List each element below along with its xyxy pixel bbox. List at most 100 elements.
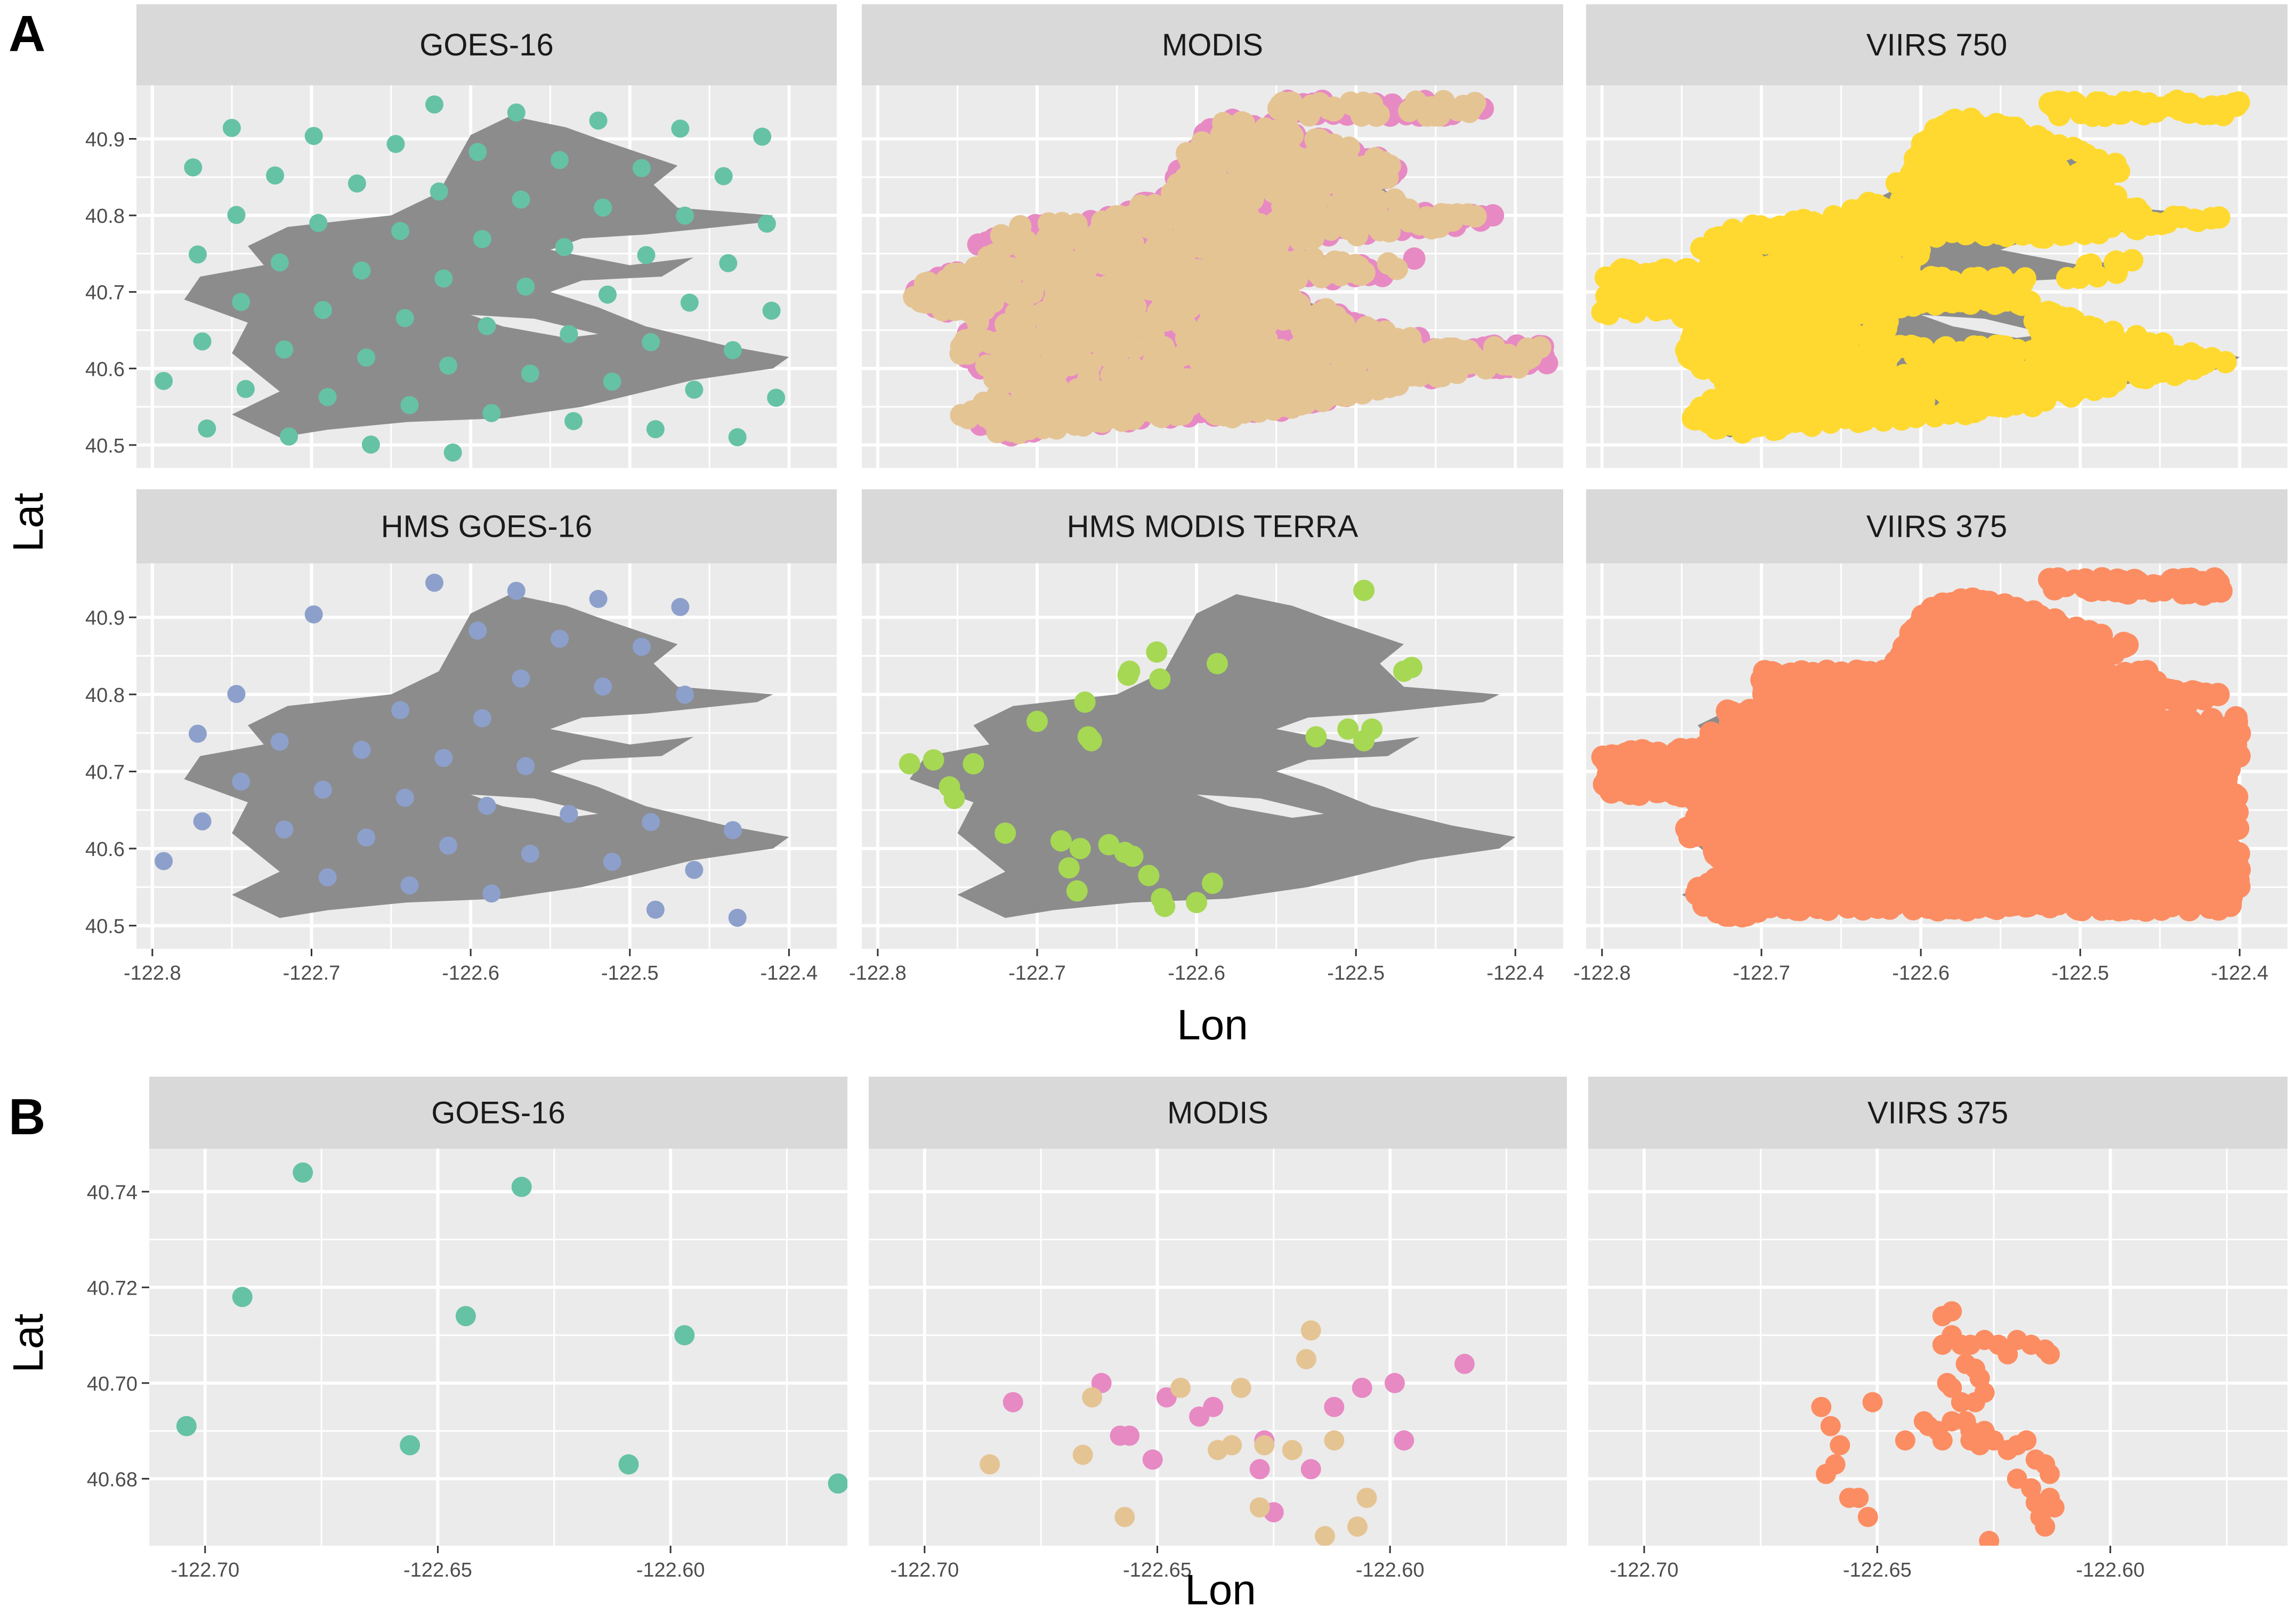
data-point	[1947, 183, 1970, 206]
data-point	[1857, 327, 1880, 350]
a-x-tick-label: -122.6	[442, 962, 499, 984]
data-point	[1801, 296, 1824, 318]
data-point	[1441, 209, 1464, 232]
data-point	[270, 732, 289, 751]
data-point	[1257, 282, 1280, 305]
a-y-tick-label: 40.5	[85, 916, 125, 938]
data-point	[309, 214, 328, 232]
data-point	[1122, 845, 1144, 867]
data-point	[2067, 166, 2090, 189]
data-point	[400, 876, 419, 895]
data-point	[275, 340, 294, 359]
plot-content	[1591, 567, 2251, 928]
data-point	[1107, 361, 1130, 384]
data-point	[599, 285, 617, 304]
data-point	[1516, 337, 1539, 360]
data-point	[1717, 320, 1740, 343]
data-point	[2163, 364, 2186, 386]
data-point	[1464, 92, 1486, 115]
data-point	[560, 325, 578, 343]
data-point	[560, 805, 578, 823]
data-point	[632, 637, 651, 656]
data-point	[2043, 204, 2066, 227]
data-point	[1308, 318, 1331, 341]
a-x-tick-label: -122.5	[601, 962, 659, 984]
data-point	[1045, 417, 1068, 440]
data-point	[352, 740, 371, 759]
data-point	[1663, 297, 1686, 320]
data-point	[1904, 336, 1927, 359]
data-point	[2057, 361, 2080, 384]
data-point	[2081, 318, 2104, 341]
data-point	[963, 753, 984, 774]
data-point	[1226, 155, 1248, 177]
data-point	[1077, 366, 1100, 389]
data-point	[1373, 325, 1396, 348]
data-point	[357, 348, 376, 367]
data-point	[1672, 270, 1694, 293]
data-point	[2043, 141, 2066, 164]
plot-content	[155, 574, 789, 927]
data-point	[425, 95, 443, 114]
data-point	[1783, 351, 1806, 374]
data-point	[1186, 892, 1208, 914]
data-point	[434, 749, 453, 768]
data-point	[1177, 202, 1200, 225]
facet-strip	[136, 4, 837, 85]
data-point	[1080, 730, 1102, 752]
fire-perimeter	[184, 116, 789, 438]
data-point	[1098, 834, 1120, 855]
data-point	[1227, 222, 1250, 245]
data-point	[719, 254, 738, 272]
data-point	[1275, 251, 1298, 273]
data-point	[671, 119, 690, 138]
data-point	[1942, 119, 1964, 141]
data-point	[1966, 159, 1989, 182]
plot-content	[903, 90, 1558, 447]
data-point	[1301, 146, 1324, 168]
data-point	[2121, 249, 2144, 272]
data-point	[1597, 303, 1620, 326]
data-point	[1699, 282, 1721, 305]
data-point	[1974, 201, 1997, 224]
data-point	[1702, 238, 1725, 261]
a-y-tick-label: 40.6	[85, 838, 125, 861]
data-point	[767, 389, 786, 407]
data-point	[516, 277, 535, 296]
data-point	[1791, 373, 1814, 396]
data-point	[1401, 657, 1422, 679]
data-point	[2048, 104, 2071, 126]
data-point	[1362, 193, 1385, 216]
data-point	[1339, 91, 1362, 114]
data-point	[1324, 305, 1347, 328]
data-point	[193, 332, 212, 351]
data-point	[642, 813, 660, 831]
data-point	[439, 356, 457, 375]
data-point	[1272, 125, 1295, 148]
data-point	[1003, 361, 1025, 384]
data-point	[1179, 393, 1202, 416]
data-point	[1063, 413, 1086, 436]
data-point	[1897, 265, 1920, 288]
data-point	[594, 677, 612, 696]
data-point	[2043, 310, 2066, 333]
data-point	[395, 788, 414, 807]
data-point	[318, 387, 337, 406]
data-point	[2162, 205, 2185, 228]
data-point	[1150, 406, 1173, 429]
data-point	[1050, 830, 1072, 852]
data-point	[512, 190, 530, 209]
data-point	[2009, 271, 2032, 294]
data-point	[1793, 406, 1816, 429]
a-y-tick-label: 40.9	[85, 129, 125, 151]
data-point	[1270, 170, 1292, 193]
data-point	[1829, 249, 1852, 272]
data-point	[1748, 414, 1771, 437]
data-point	[995, 822, 1016, 844]
data-point	[1089, 407, 1112, 430]
data-point	[943, 788, 965, 809]
data-point	[1130, 264, 1153, 287]
data-point	[757, 214, 776, 233]
data-point	[1069, 838, 1091, 859]
a-x-tick-label: -122.8	[849, 962, 907, 984]
